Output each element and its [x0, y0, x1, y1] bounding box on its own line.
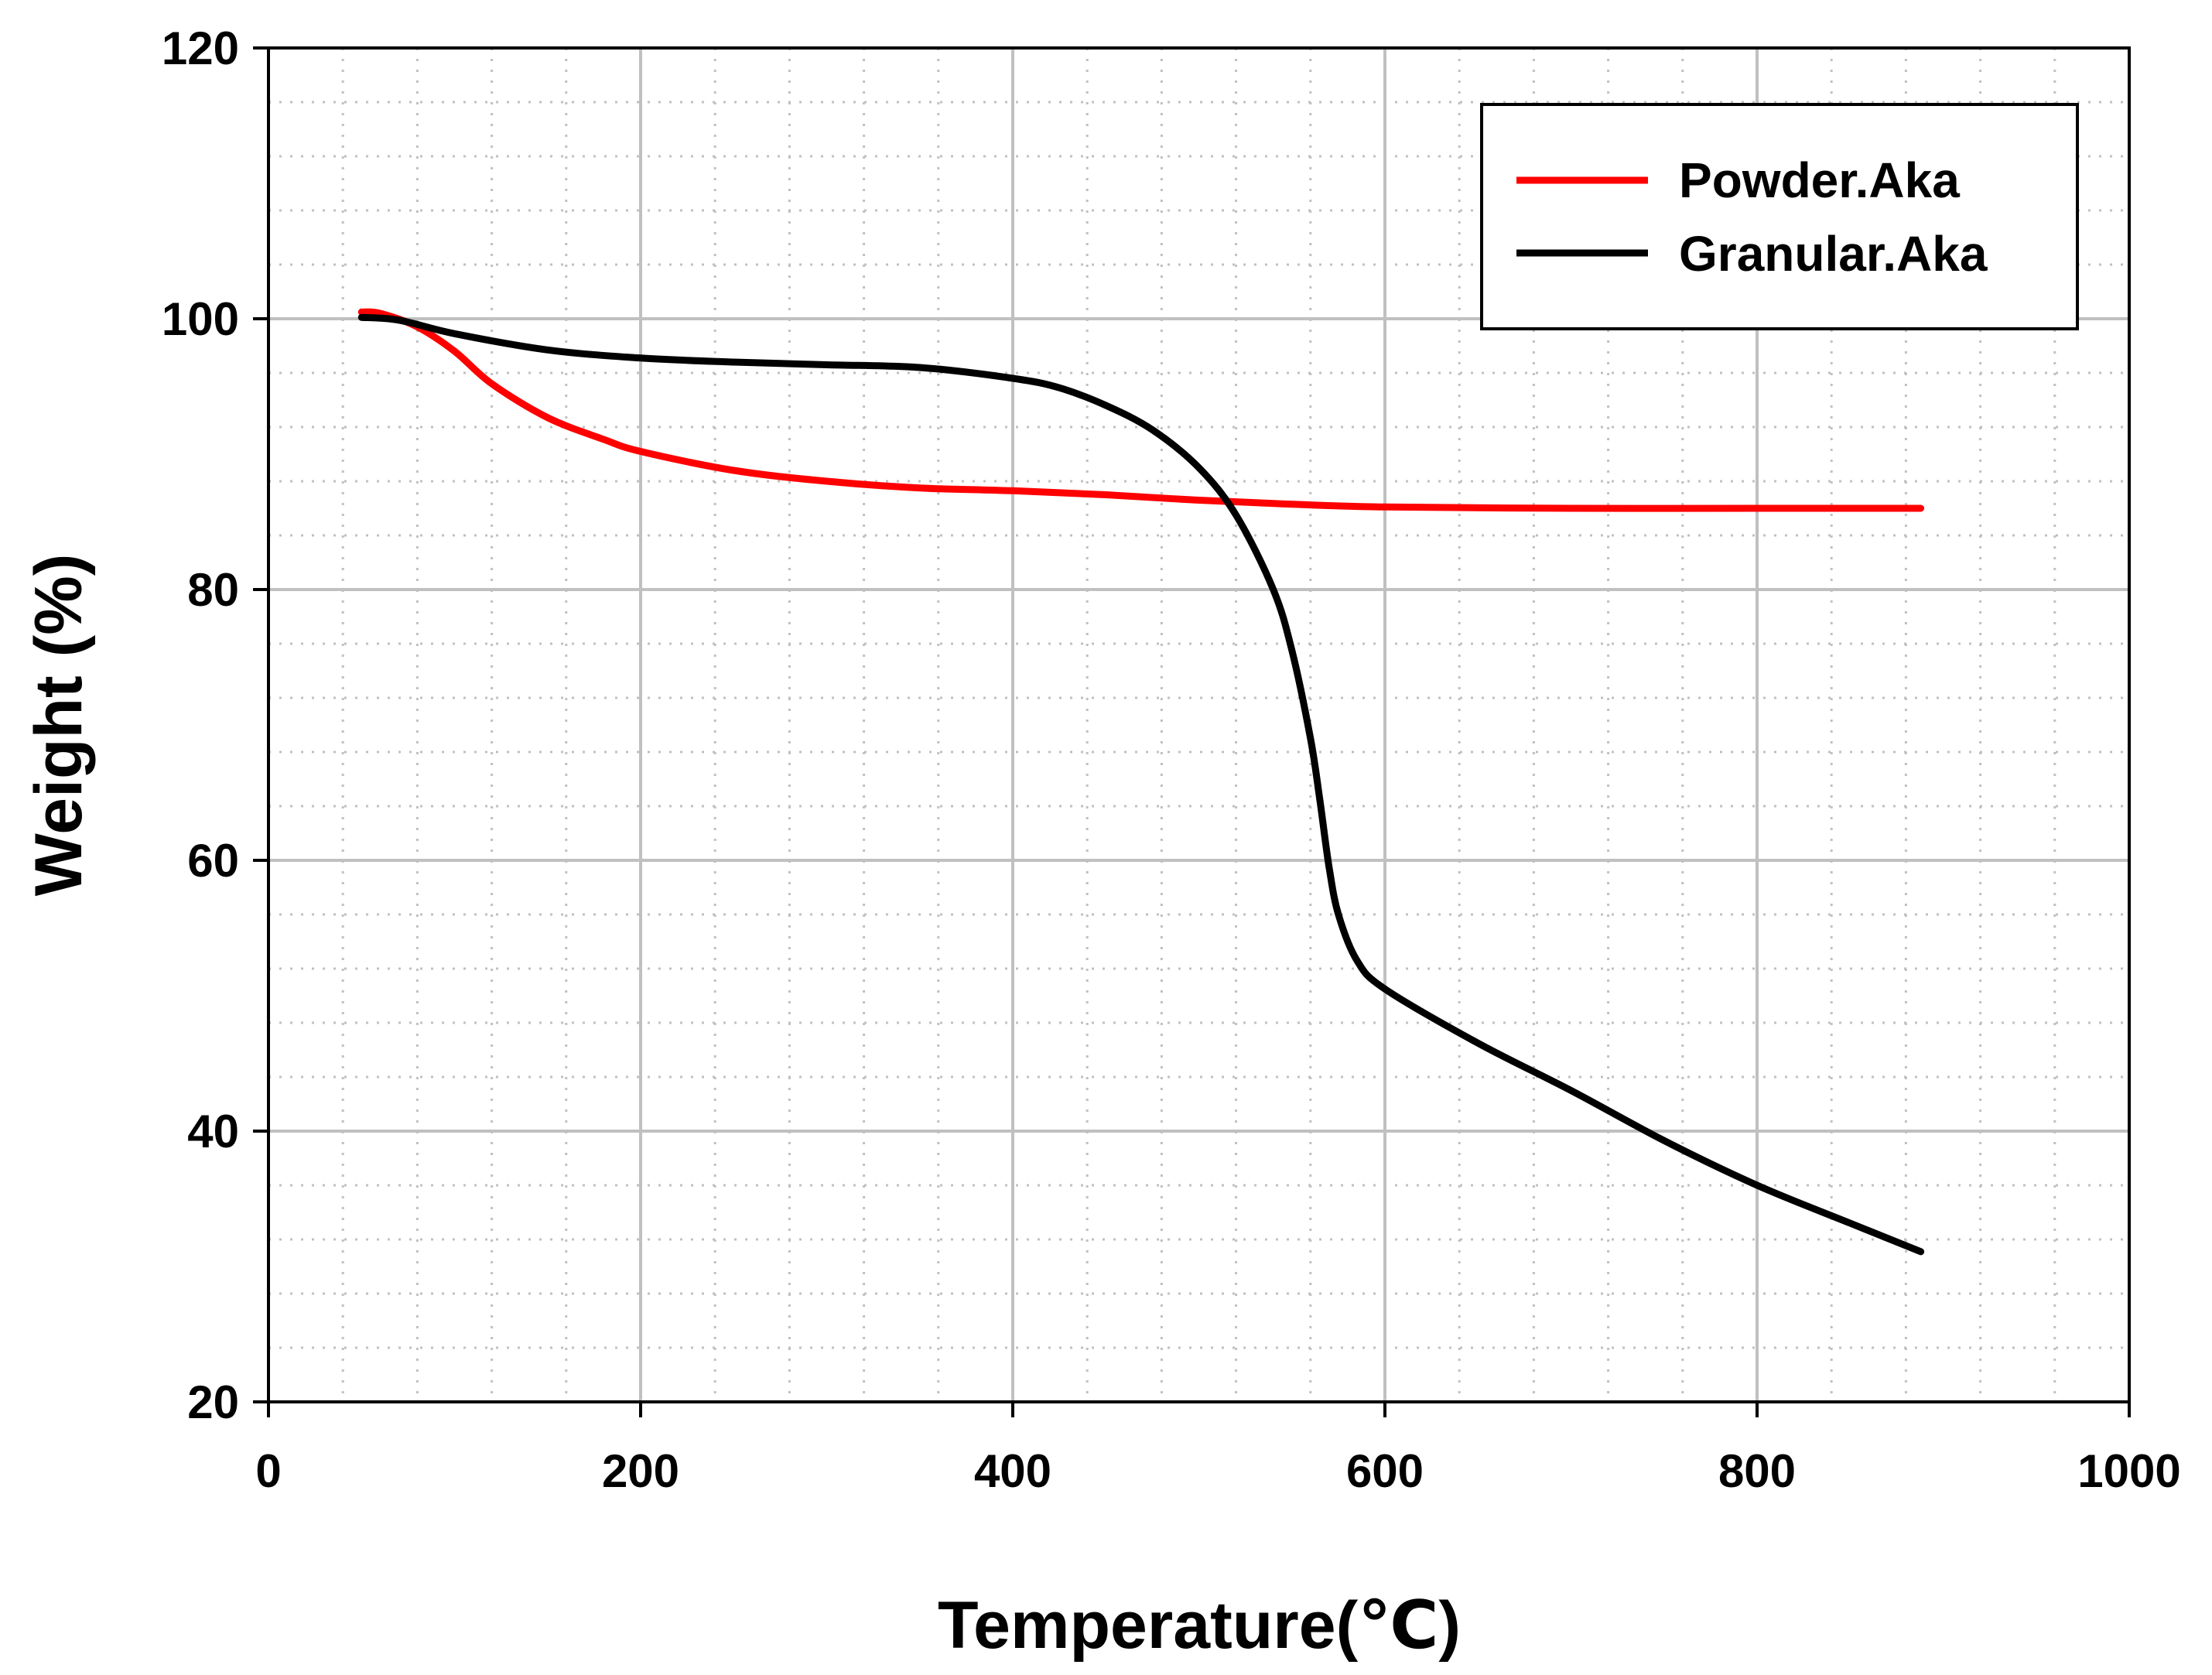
x-tick-label: 1000 — [2077, 1445, 2180, 1497]
y-axis-title: Weight (%) — [22, 554, 96, 897]
tick-labels: 0 200 400 600 800 1000 20 40 60 80 100 120 — [162, 22, 2181, 1497]
minor-grid — [268, 48, 2129, 1402]
y-tick-label: 100 — [162, 293, 239, 345]
y-tick-label: 120 — [162, 22, 239, 74]
x-axis-title: Temperature(℃) — [938, 1588, 1461, 1663]
x-tick-label: 600 — [1346, 1445, 1424, 1497]
y-tick-label: 40 — [187, 1106, 239, 1157]
x-tick-label: 0 — [255, 1445, 281, 1497]
x-tick-label: 400 — [974, 1445, 1051, 1497]
y-tick-label: 80 — [187, 564, 239, 616]
series-line-granular — [357, 313, 1925, 1256]
legend-box — [1480, 103, 2079, 330]
series-line-powder — [357, 308, 1925, 512]
axis-ticks — [253, 46, 2131, 1417]
legend-label-granular: Granular.Aka — [1679, 226, 1988, 282]
x-tick-label: 200 — [602, 1445, 679, 1497]
y-tick-label: 60 — [187, 835, 239, 887]
legend: Powder.Aka Granular.Aka — [1480, 103, 2079, 330]
x-tick-label: 800 — [1718, 1445, 1796, 1497]
legend-label-powder: Powder.Aka — [1679, 152, 1960, 208]
y-tick-label: 20 — [187, 1376, 239, 1428]
plot-area-frame — [267, 46, 2131, 1403]
series-lines — [357, 308, 1925, 1256]
